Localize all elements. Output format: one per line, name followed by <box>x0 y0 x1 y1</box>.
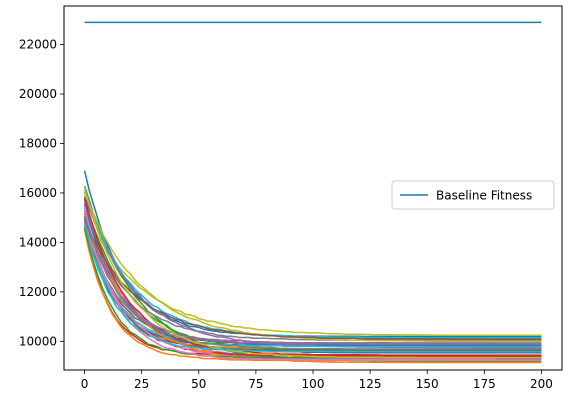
y-tick-label: 14000 <box>19 235 57 249</box>
y-tick-label: 12000 <box>19 285 57 299</box>
y-tick-label: 22000 <box>19 38 57 52</box>
x-tick-label: 50 <box>191 377 206 391</box>
run-series-line <box>83 222 542 353</box>
legend: Baseline Fitness <box>391 180 555 210</box>
x-tick-label: 0 <box>81 377 89 391</box>
run-series-line <box>83 220 542 340</box>
x-tick-label: 25 <box>134 377 149 391</box>
run-series-line <box>83 197 542 356</box>
run-series-line <box>83 213 542 364</box>
x-tick-label: 200 <box>530 377 553 391</box>
run-series-group <box>83 170 542 364</box>
run-series-line <box>83 210 542 337</box>
x-tick-label: 100 <box>302 377 325 391</box>
legend-box <box>391 180 555 210</box>
y-tick-label: 16000 <box>19 186 57 200</box>
x-axis: 0 25 50 75 100 125 150 175 200 <box>81 370 553 391</box>
x-tick-label: 125 <box>359 377 382 391</box>
y-axis: 10000 12000 14000 16000 18000 20000 22000 <box>19 38 64 348</box>
x-tick-label: 75 <box>248 377 263 391</box>
run-series-line <box>83 203 542 354</box>
run-series-line <box>83 210 542 345</box>
run-series-line <box>83 205 542 361</box>
run-series-line <box>83 195 542 349</box>
run-series-line <box>83 187 542 359</box>
legend-label-baseline: Baseline Fitness <box>436 189 532 203</box>
y-tick-label: 20000 <box>19 87 57 101</box>
y-tick-label: 10000 <box>19 334 57 348</box>
y-tick-label: 18000 <box>19 136 57 150</box>
x-tick-label: 175 <box>473 377 496 391</box>
run-series-line <box>83 207 542 342</box>
run-series-line <box>83 192 542 343</box>
run-series-line <box>83 215 542 350</box>
x-tick-label: 150 <box>416 377 439 391</box>
